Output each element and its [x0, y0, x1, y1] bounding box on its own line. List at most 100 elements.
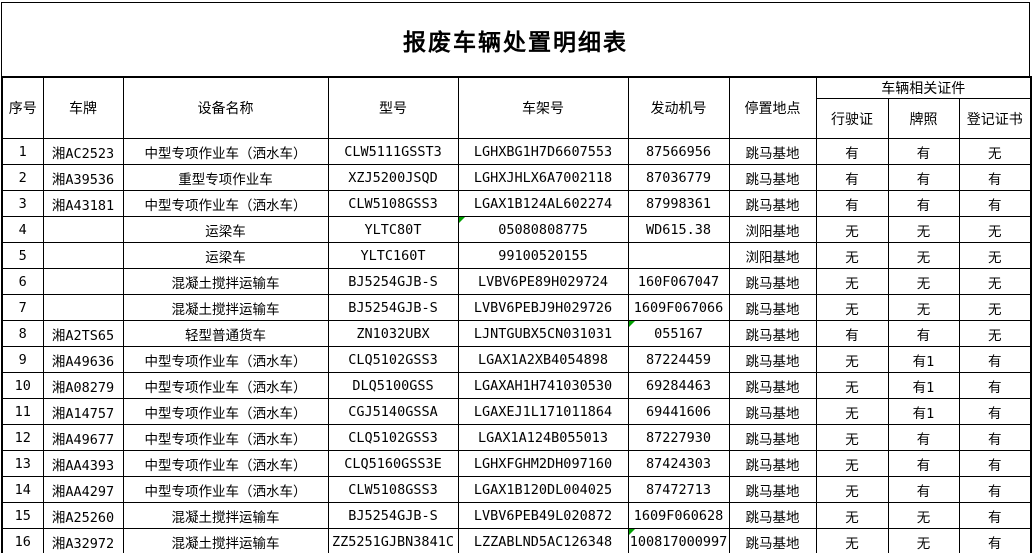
cell-cert-registration: 有 — [958, 164, 1032, 191]
cell-cert-plate: 有1 — [887, 346, 960, 373]
cell-location: 跳马基地 — [728, 450, 817, 477]
cell-frame: LGAX1A124B055013 — [457, 424, 629, 451]
table-header: 序号 车牌 设备名称 型号 车架号 发动机号 停置地点 车辆相关证件 行驶证 牌… — [1, 76, 1032, 139]
cell-plate — [42, 268, 124, 295]
cell-cert-plate: 无 — [887, 268, 960, 295]
cell-location: 跳马基地 — [728, 372, 817, 399]
col-header-cert-driving: 行驶证 — [815, 98, 889, 139]
table-row: 8 湘A2TS65 轻型普通货车 ZN1032UBX LJNTGUBX5CN031031… — [1, 320, 1032, 347]
cell-cert-driving: 无 — [815, 476, 889, 503]
cell-cert-driving: 无 — [815, 450, 889, 477]
cell-cert-plate: 有1 — [887, 398, 960, 425]
cell-device: 中型专项作业车（洒水车） — [122, 190, 329, 217]
cell-location: 跳马基地 — [728, 164, 817, 191]
cell-cert-plate: 有 — [887, 450, 960, 477]
cell-cert-plate: 有 — [887, 320, 960, 347]
cell-frame: LJNTGUBX5CN031031 — [457, 320, 629, 347]
header-group-row: 序号 车牌 设备名称 型号 车架号 发动机号 停置地点 车辆相关证件 — [1, 76, 1032, 139]
cell-cert-registration: 无 — [958, 242, 1032, 269]
col-header-model: 型号 — [327, 76, 459, 139]
cell-plate: 湘A25260 — [42, 502, 124, 529]
col-header-cert-plate: 牌照 — [887, 98, 960, 139]
cell-cert-driving: 无 — [815, 294, 889, 321]
cell-frame: LVBV6PEBJ9H029726 — [457, 294, 629, 321]
cell-engine: 1609F060628 — [627, 502, 730, 529]
cell-seq: 3 — [1, 190, 44, 217]
table-row: 7 混凝土搅拌运输车 BJ5254GJB-S LVBV6PEBJ9H029726 160… — [1, 294, 1032, 321]
cell-device: 轻型普通货车 — [122, 320, 329, 347]
cell-plate — [42, 242, 124, 269]
cell-cert-registration: 有 — [958, 372, 1032, 399]
cell-model: DLQ5100GSS — [327, 372, 459, 399]
cell-seq: 2 — [1, 164, 44, 191]
cell-model: CLQ5160GSS3E — [327, 450, 459, 477]
cell-device: 中型专项作业车（洒水车） — [122, 476, 329, 503]
cell-device: 运梁车 — [122, 242, 329, 269]
table-row: 6 混凝土搅拌运输车 BJ5254GJB-S LVBV6PE89H029724 160F… — [1, 268, 1032, 295]
cell-model: YLTC160T — [327, 242, 459, 269]
cell-cert-registration: 无 — [958, 320, 1032, 347]
cell-cert-registration: 有 — [958, 476, 1032, 503]
cell-plate: 湘AC2523 — [42, 138, 124, 165]
cell-device: 中型专项作业车（洒水车） — [122, 372, 329, 399]
table-row: 5 运梁车 YLTC160T 99100520155 浏阳基地无无无 — [1, 242, 1032, 269]
table-row: 16 湘A32972 混凝土搅拌运输车 ZZ5251GJBN3841C LZZABLND… — [1, 528, 1032, 553]
table-row: 2 湘A39536 重型专项作业车 XZJ5200JSQD LGHXJHLX6A7002… — [1, 164, 1032, 191]
vehicle-table: 序号 车牌 设备名称 型号 车架号 发动机号 停置地点 车辆相关证件 行驶证 牌… — [1, 76, 1032, 553]
cell-plate: 湘AA4297 — [42, 476, 124, 503]
cell-location: 跳马基地 — [728, 320, 817, 347]
col-header-frame: 车架号 — [457, 76, 629, 139]
cell-engine: 69441606 — [627, 398, 730, 425]
cell-cert-plate: 无 — [887, 528, 960, 553]
cell-location: 跳马基地 — [728, 138, 817, 165]
cell-cert-plate: 无 — [887, 242, 960, 269]
page-title: 报废车辆处置明细表 — [403, 28, 628, 56]
cell-cert-registration: 有 — [958, 190, 1032, 217]
col-header-cert-group: 车辆相关证件 — [815, 76, 1032, 99]
cell-seq: 12 — [1, 424, 44, 451]
cell-seq: 6 — [1, 268, 44, 295]
header-sub-row: 行驶证 牌照 登记证书 — [2, 98, 1032, 139]
cell-cert-registration: 无 — [958, 294, 1032, 321]
col-header-location: 停置地点 — [728, 76, 817, 139]
cell-model: CLW5108GSS3 — [327, 190, 459, 217]
col-header-engine: 发动机号 — [627, 76, 730, 139]
cell-location: 跳马基地 — [728, 346, 817, 373]
cell-model: CGJ5140GSSA — [327, 398, 459, 425]
cell-frame: LGAX1B124AL602274 — [457, 190, 629, 217]
cell-device: 中型专项作业车（洒水车） — [122, 424, 329, 451]
cell-seq: 15 — [1, 502, 44, 529]
cell-location: 跳马基地 — [728, 424, 817, 451]
cell-model: YLTC80T — [327, 216, 459, 243]
cell-device: 中型专项作业车（洒水车） — [122, 138, 329, 165]
cell-engine: 160F067047 — [627, 268, 730, 295]
cell-device: 重型专项作业车 — [122, 164, 329, 191]
table-row: 4 运梁车 YLTC80T 05080808775 WD615.38 浏阳基地无无无 — [1, 216, 1032, 243]
table-row: 15 湘A25260 混凝土搅拌运输车 BJ5254GJB-S LVBV6PEB49L0… — [1, 502, 1032, 529]
cell-plate — [42, 216, 124, 243]
cell-cert-driving: 无 — [815, 242, 889, 269]
cell-frame: 05080808775 — [457, 216, 629, 243]
cell-engine: 055167 — [627, 320, 730, 347]
cell-cert-driving: 无 — [815, 346, 889, 373]
cell-plate: 湘A32972 — [42, 528, 124, 553]
cell-frame: LGAX1B120DL004025 — [457, 476, 629, 503]
cell-plate: 湘A14757 — [42, 398, 124, 425]
cell-cert-plate: 无 — [887, 216, 960, 243]
cell-model: CLW5108GSS3 — [327, 476, 459, 503]
cell-engine: 87566956 — [627, 138, 730, 165]
cell-frame: LGAXEJ1L171011864 — [457, 398, 629, 425]
cell-cert-driving: 有 — [815, 138, 889, 165]
cell-model: ZZ5251GJBN3841C — [327, 528, 459, 553]
table-row: 11 湘A14757 中型专项作业车（洒水车） CGJ5140GSSA LGAXEJ1L… — [1, 398, 1032, 425]
cell-location: 跳马基地 — [728, 190, 817, 217]
table-row: 13 湘AA4393 中型专项作业车（洒水车） CLQ5160GSS3E LGHXFGH… — [1, 450, 1032, 477]
cell-location: 跳马基地 — [728, 268, 817, 295]
cell-cert-plate: 有1 — [887, 372, 960, 399]
cell-engine: 87998361 — [627, 190, 730, 217]
cell-location: 跳马基地 — [728, 502, 817, 529]
cell-frame: LZZABLND5AC126348 — [457, 528, 629, 553]
cell-location: 跳马基地 — [728, 294, 817, 321]
cell-frame: LGHXBG1H7D6607553 — [457, 138, 629, 165]
